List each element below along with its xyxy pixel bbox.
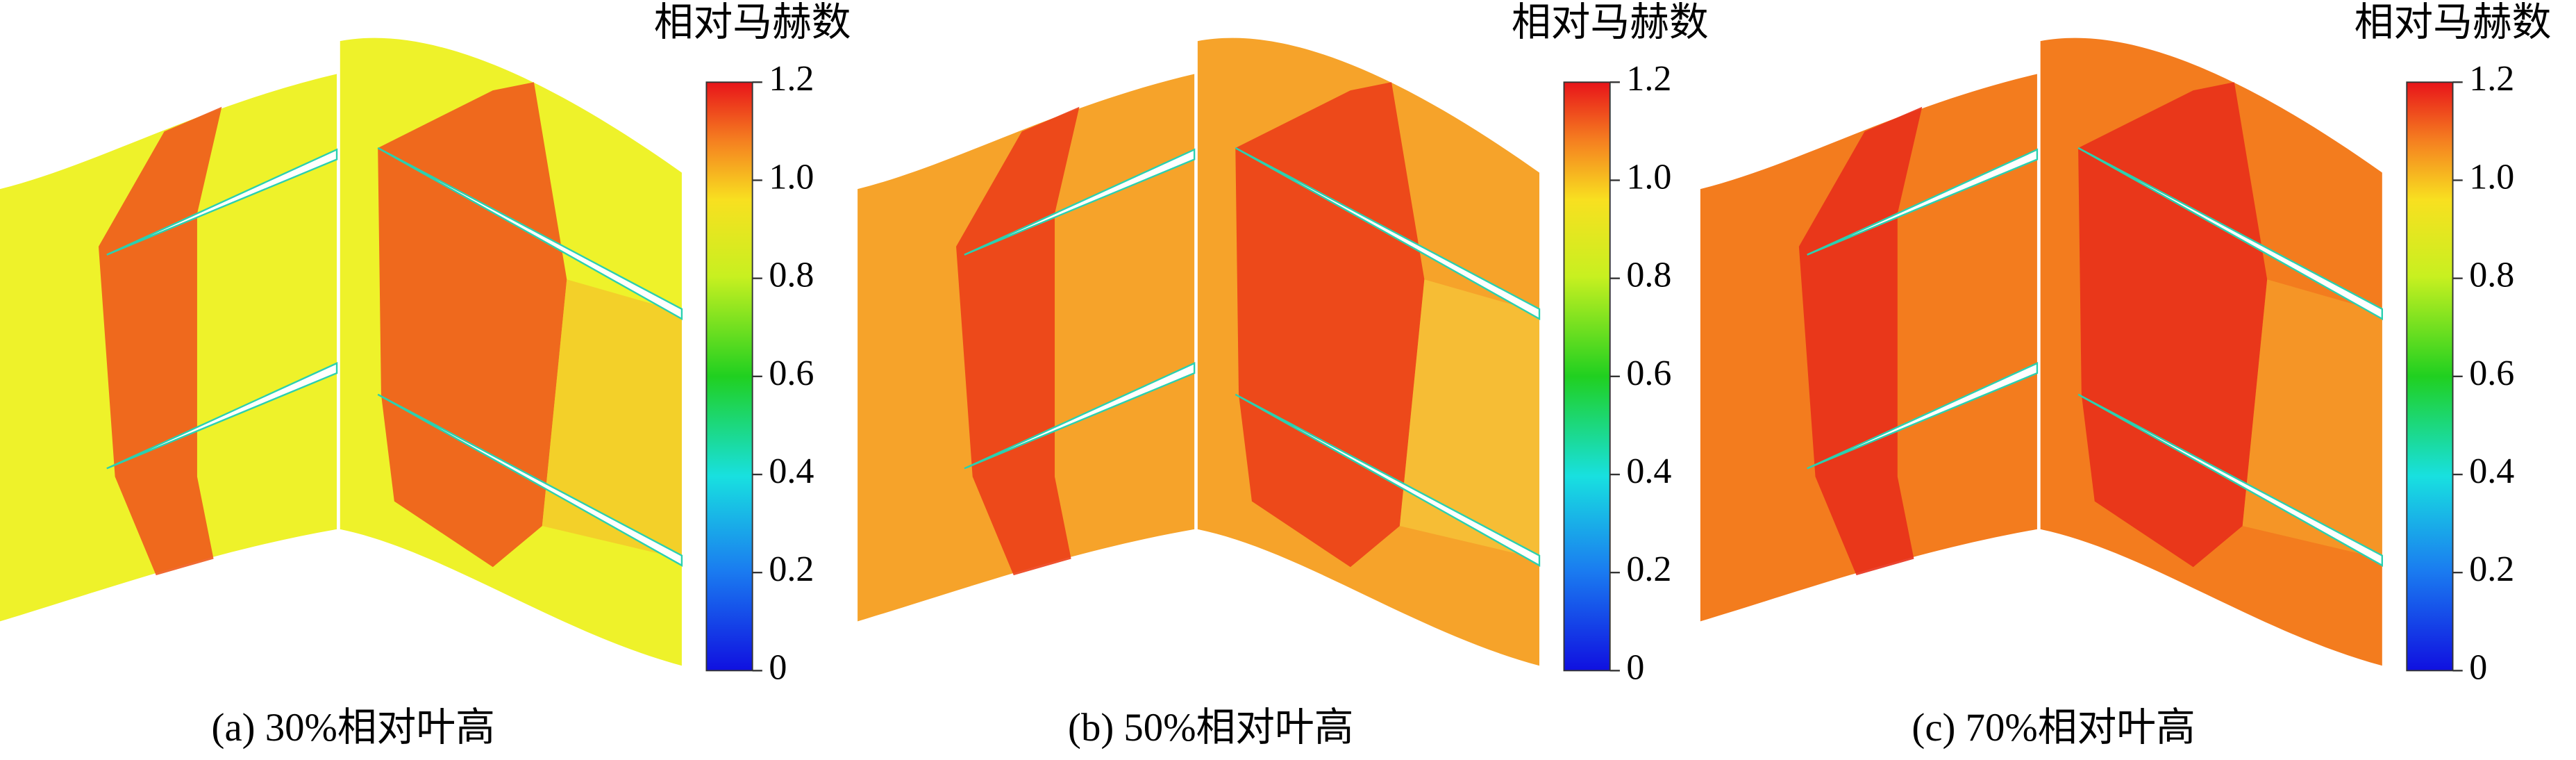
blade xyxy=(964,148,1196,256)
colorbar xyxy=(2406,81,2454,672)
tick-label: 1.2 xyxy=(2469,59,2514,99)
colorbar-title: 相对马赫数 xyxy=(1512,1,1709,44)
wake-band xyxy=(542,279,682,559)
colorbar-title: 相对马赫数 xyxy=(654,1,851,44)
tick-label: 0.4 xyxy=(1626,452,1671,491)
tick-label: 0.6 xyxy=(2469,354,2514,393)
caption: (c) 70%相对叶高 xyxy=(1912,706,2195,750)
tick-label: 1.0 xyxy=(769,157,814,197)
blade xyxy=(106,362,338,470)
blade xyxy=(106,148,338,256)
tick-label: 0.8 xyxy=(769,256,814,295)
caption: (a) 30%相对叶高 xyxy=(212,706,495,750)
blade xyxy=(2077,147,2383,321)
shock-band xyxy=(2078,82,2268,568)
tick-label: 0.2 xyxy=(769,550,814,589)
tick-label: 0.2 xyxy=(2469,550,2514,589)
tick-label: 0.4 xyxy=(2469,452,2514,491)
blade xyxy=(377,393,683,567)
tick-label: 0.2 xyxy=(1626,550,1671,589)
tick-label: 0.6 xyxy=(769,354,814,393)
tick-label: 1.2 xyxy=(769,59,814,99)
tick-label: 0 xyxy=(2469,647,2487,687)
panel: 相对马赫数 0 0.2 0.4 0.6 0.8 1.0 1.2 (b) 50%相对叶高 xyxy=(858,1,1709,750)
wake-band xyxy=(2242,279,2382,559)
wake-band xyxy=(1399,279,1540,559)
blade xyxy=(1807,362,2039,470)
tick-label: 0 xyxy=(1626,647,1644,687)
colorbar xyxy=(705,81,753,672)
colorbar xyxy=(1563,81,1611,672)
blade xyxy=(1235,393,1541,567)
tick-label: 0 xyxy=(769,647,787,687)
shock-band xyxy=(378,82,567,568)
tick-label: 0.6 xyxy=(1626,354,1671,393)
tick-label: 0.8 xyxy=(2469,256,2514,295)
colorbar-title: 相对马赫数 xyxy=(2355,1,2552,44)
blade xyxy=(377,147,683,321)
blade xyxy=(1235,147,1541,321)
tick-label: 1.2 xyxy=(1626,59,1671,99)
panel: 相对马赫数 0 0.2 0.4 0.6 0.8 1.0 1.2 (c) 70%相对叶高 xyxy=(1700,1,2552,750)
blade xyxy=(1807,148,2039,256)
blade xyxy=(964,362,1196,470)
tick-label: 1.0 xyxy=(1626,157,1671,197)
tick-label: 0.8 xyxy=(1626,256,1671,295)
blade xyxy=(2077,393,2383,567)
shock-band xyxy=(1235,82,1425,568)
tick-label: 0.4 xyxy=(769,452,814,491)
tick-label: 1.0 xyxy=(2469,157,2514,197)
panel: 相对马赫数 0 0.2 0.4 0.6 0.8 1.0 1.2 (a) 30%相对叶高 xyxy=(0,1,851,750)
caption: (b) 50%相对叶高 xyxy=(1068,706,1353,750)
